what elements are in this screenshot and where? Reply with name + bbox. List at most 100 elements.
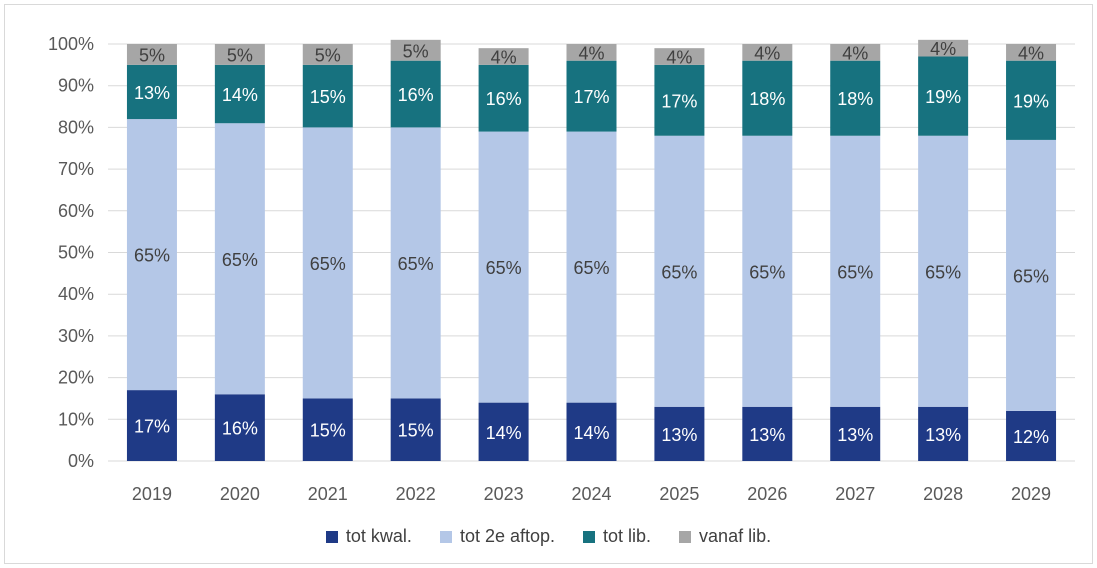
bar-segment — [1006, 60, 1057, 140]
data-label: 65% — [573, 258, 609, 278]
data-label: 17% — [661, 91, 697, 111]
bar-segment — [126, 390, 177, 461]
data-label: 65% — [1013, 266, 1049, 286]
data-label: 4% — [930, 39, 956, 59]
bar-segment — [566, 60, 617, 132]
data-label: 15% — [398, 421, 434, 441]
bar-segment — [390, 39, 441, 61]
bar-segment — [742, 406, 793, 461]
bar-segment — [478, 131, 529, 403]
data-label: 17% — [573, 87, 609, 107]
data-label: 65% — [134, 246, 170, 266]
bar-segment — [126, 44, 177, 65]
data-label: 5% — [315, 45, 341, 65]
bar-segment — [742, 135, 793, 407]
bar-segment — [390, 127, 441, 399]
data-label: 17% — [134, 417, 170, 437]
data-label: 65% — [749, 262, 785, 282]
data-label: 14% — [486, 423, 522, 443]
x-tick-label: 2024 — [571, 484, 611, 504]
data-label: 13% — [661, 425, 697, 445]
legend-item: tot lib. — [583, 526, 651, 547]
bar-segment — [654, 406, 705, 461]
legend-label: tot lib. — [603, 526, 652, 546]
bar-segment — [214, 123, 265, 395]
x-tick-label: 2028 — [923, 484, 963, 504]
data-label: 13% — [837, 425, 873, 445]
bar-segment — [478, 48, 529, 65]
bar-segment — [566, 402, 617, 461]
data-label: 65% — [310, 254, 346, 274]
bar-segment — [478, 64, 529, 132]
y-tick-label: 100% — [48, 34, 94, 54]
data-label: 13% — [134, 83, 170, 103]
bar-segment — [918, 56, 969, 136]
y-tick-label: 60% — [58, 201, 94, 221]
chart-legend: tot kwal. tot 2e aftop. tot lib. vanaf lib. — [0, 526, 1097, 547]
x-tick-label: 2023 — [484, 484, 524, 504]
bar-segment — [478, 402, 529, 461]
x-tick-label: 2022 — [396, 484, 436, 504]
stacked-bar-chart: 0% 10% 20% 30% 40% 50% 60% 70% 80% 90% 100% 17% 65% 1… — [48, 34, 1075, 504]
data-label: 12% — [1013, 427, 1049, 447]
bar-segment — [302, 44, 353, 65]
y-tick-label: 10% — [58, 409, 94, 429]
bar-segment — [918, 135, 969, 407]
bar-segment — [742, 44, 793, 61]
legend-item: tot kwal. — [325, 526, 412, 547]
y-tick-label: 0% — [68, 451, 94, 471]
bar-segment — [302, 127, 353, 399]
bar-segment — [918, 406, 969, 461]
y-tick-label: 70% — [58, 159, 94, 179]
x-tick-label: 2025 — [659, 484, 699, 504]
data-label: 18% — [749, 89, 785, 109]
data-label: 15% — [310, 421, 346, 441]
y-tick-label: 80% — [58, 117, 94, 137]
bar-segment — [654, 48, 705, 65]
x-tick-label: 2029 — [1011, 484, 1051, 504]
data-label: 65% — [837, 262, 873, 282]
bar-segment — [214, 44, 265, 65]
bar-segment — [214, 394, 265, 461]
data-label: 5% — [139, 45, 165, 65]
legend-label: tot 2e aftop. — [459, 526, 556, 546]
data-label: 16% — [222, 419, 258, 439]
bar-segment — [126, 64, 177, 120]
data-label: 5% — [403, 41, 429, 61]
data-label: 13% — [749, 425, 785, 445]
bar-segment — [214, 64, 265, 124]
legend-item: vanaf lib. — [679, 526, 771, 547]
bar-segment — [1006, 139, 1057, 411]
data-label: 65% — [661, 262, 697, 282]
bar-segment — [302, 64, 353, 128]
y-tick-label: 30% — [58, 326, 94, 346]
data-label: 16% — [398, 85, 434, 105]
bar-segment — [654, 135, 705, 407]
chart-frame — [4, 4, 1093, 564]
data-label: 4% — [842, 43, 868, 63]
data-label: 19% — [925, 87, 961, 107]
bar-segment — [654, 64, 705, 136]
data-label: 14% — [573, 423, 609, 443]
data-label: 65% — [398, 254, 434, 274]
data-label: 19% — [1013, 91, 1049, 111]
data-label: 13% — [925, 425, 961, 445]
data-label: 4% — [491, 48, 517, 68]
bar-segment — [918, 39, 969, 57]
bar-segment — [302, 398, 353, 461]
bar-segment — [830, 44, 881, 61]
data-label: 4% — [666, 48, 692, 68]
legend-item: tot 2e aftop. — [439, 526, 556, 547]
bar-segment — [126, 119, 177, 391]
data-label: 14% — [222, 85, 258, 105]
data-label: 5% — [227, 45, 253, 65]
y-tick-label: 20% — [58, 368, 94, 388]
bar-segment — [742, 60, 793, 136]
x-tick-label: 2026 — [747, 484, 787, 504]
data-label: 15% — [310, 87, 346, 107]
bar-segment — [1006, 410, 1057, 461]
bar-segment — [566, 44, 617, 61]
x-tick-label: 2020 — [220, 484, 260, 504]
bar-segment — [830, 406, 881, 461]
x-tick-label: 2021 — [308, 484, 348, 504]
